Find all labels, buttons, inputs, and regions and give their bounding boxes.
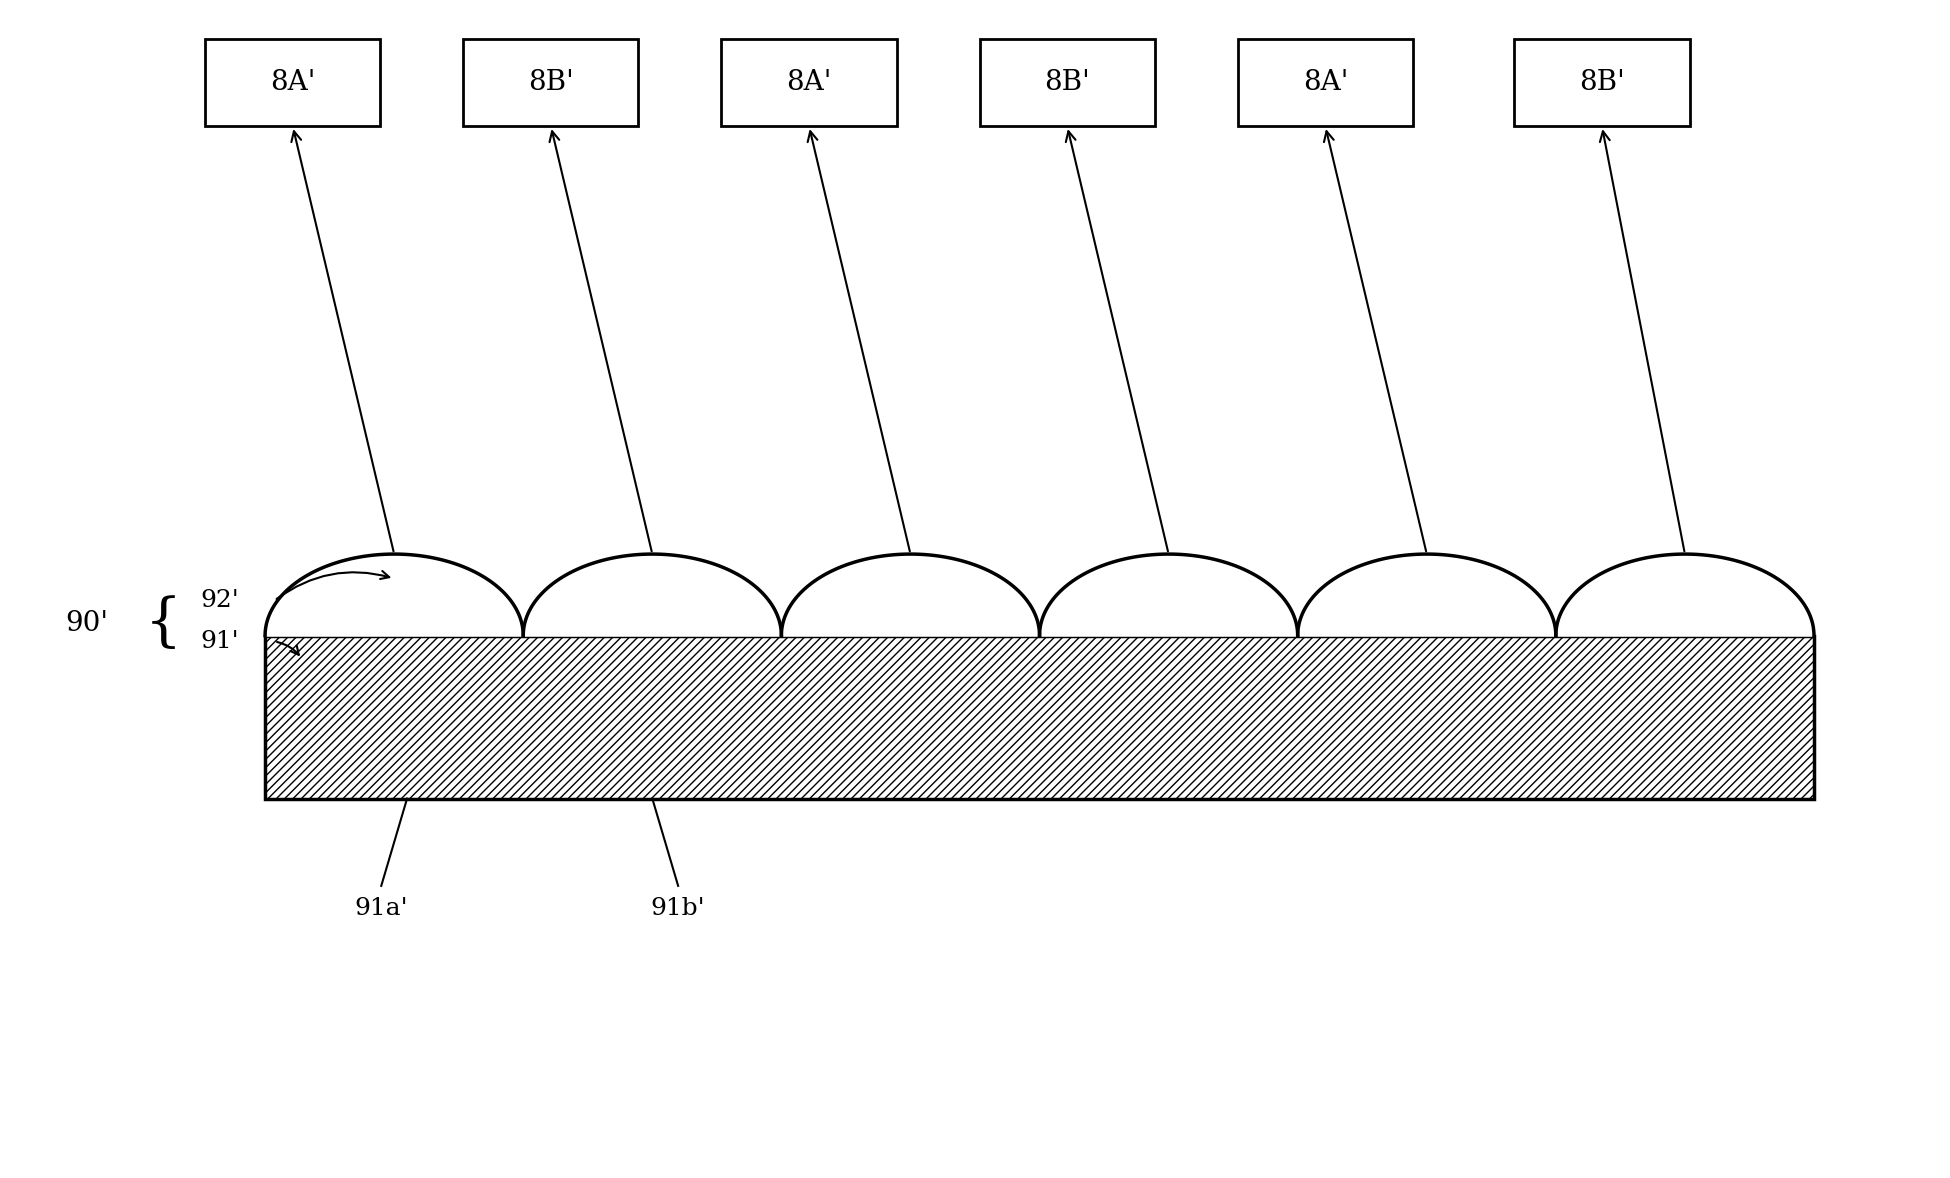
Polygon shape bbox=[1556, 554, 1814, 636]
Text: 91a': 91a' bbox=[355, 898, 408, 920]
Polygon shape bbox=[265, 554, 523, 636]
Text: 8A': 8A' bbox=[786, 70, 833, 97]
Bar bbox=[265, 636, 1814, 799]
Polygon shape bbox=[1039, 554, 1297, 636]
Text: 90': 90' bbox=[66, 610, 109, 637]
Polygon shape bbox=[782, 554, 1039, 636]
Text: 8B': 8B' bbox=[528, 70, 573, 97]
Bar bbox=[1515, 39, 1689, 126]
Bar bbox=[1238, 39, 1414, 126]
Text: {: { bbox=[144, 596, 181, 651]
Bar bbox=[979, 39, 1154, 126]
Polygon shape bbox=[523, 554, 782, 636]
Bar bbox=[464, 39, 638, 126]
Text: 91b': 91b' bbox=[651, 898, 706, 920]
Bar bbox=[205, 39, 380, 126]
Text: 8A': 8A' bbox=[1303, 70, 1347, 97]
Text: 91': 91' bbox=[201, 630, 240, 653]
Text: 8A': 8A' bbox=[269, 70, 316, 97]
Text: 8B': 8B' bbox=[1580, 70, 1624, 97]
Polygon shape bbox=[1297, 554, 1556, 636]
Bar bbox=[722, 39, 897, 126]
Text: 92': 92' bbox=[201, 589, 240, 613]
Text: 8B': 8B' bbox=[1045, 70, 1090, 97]
